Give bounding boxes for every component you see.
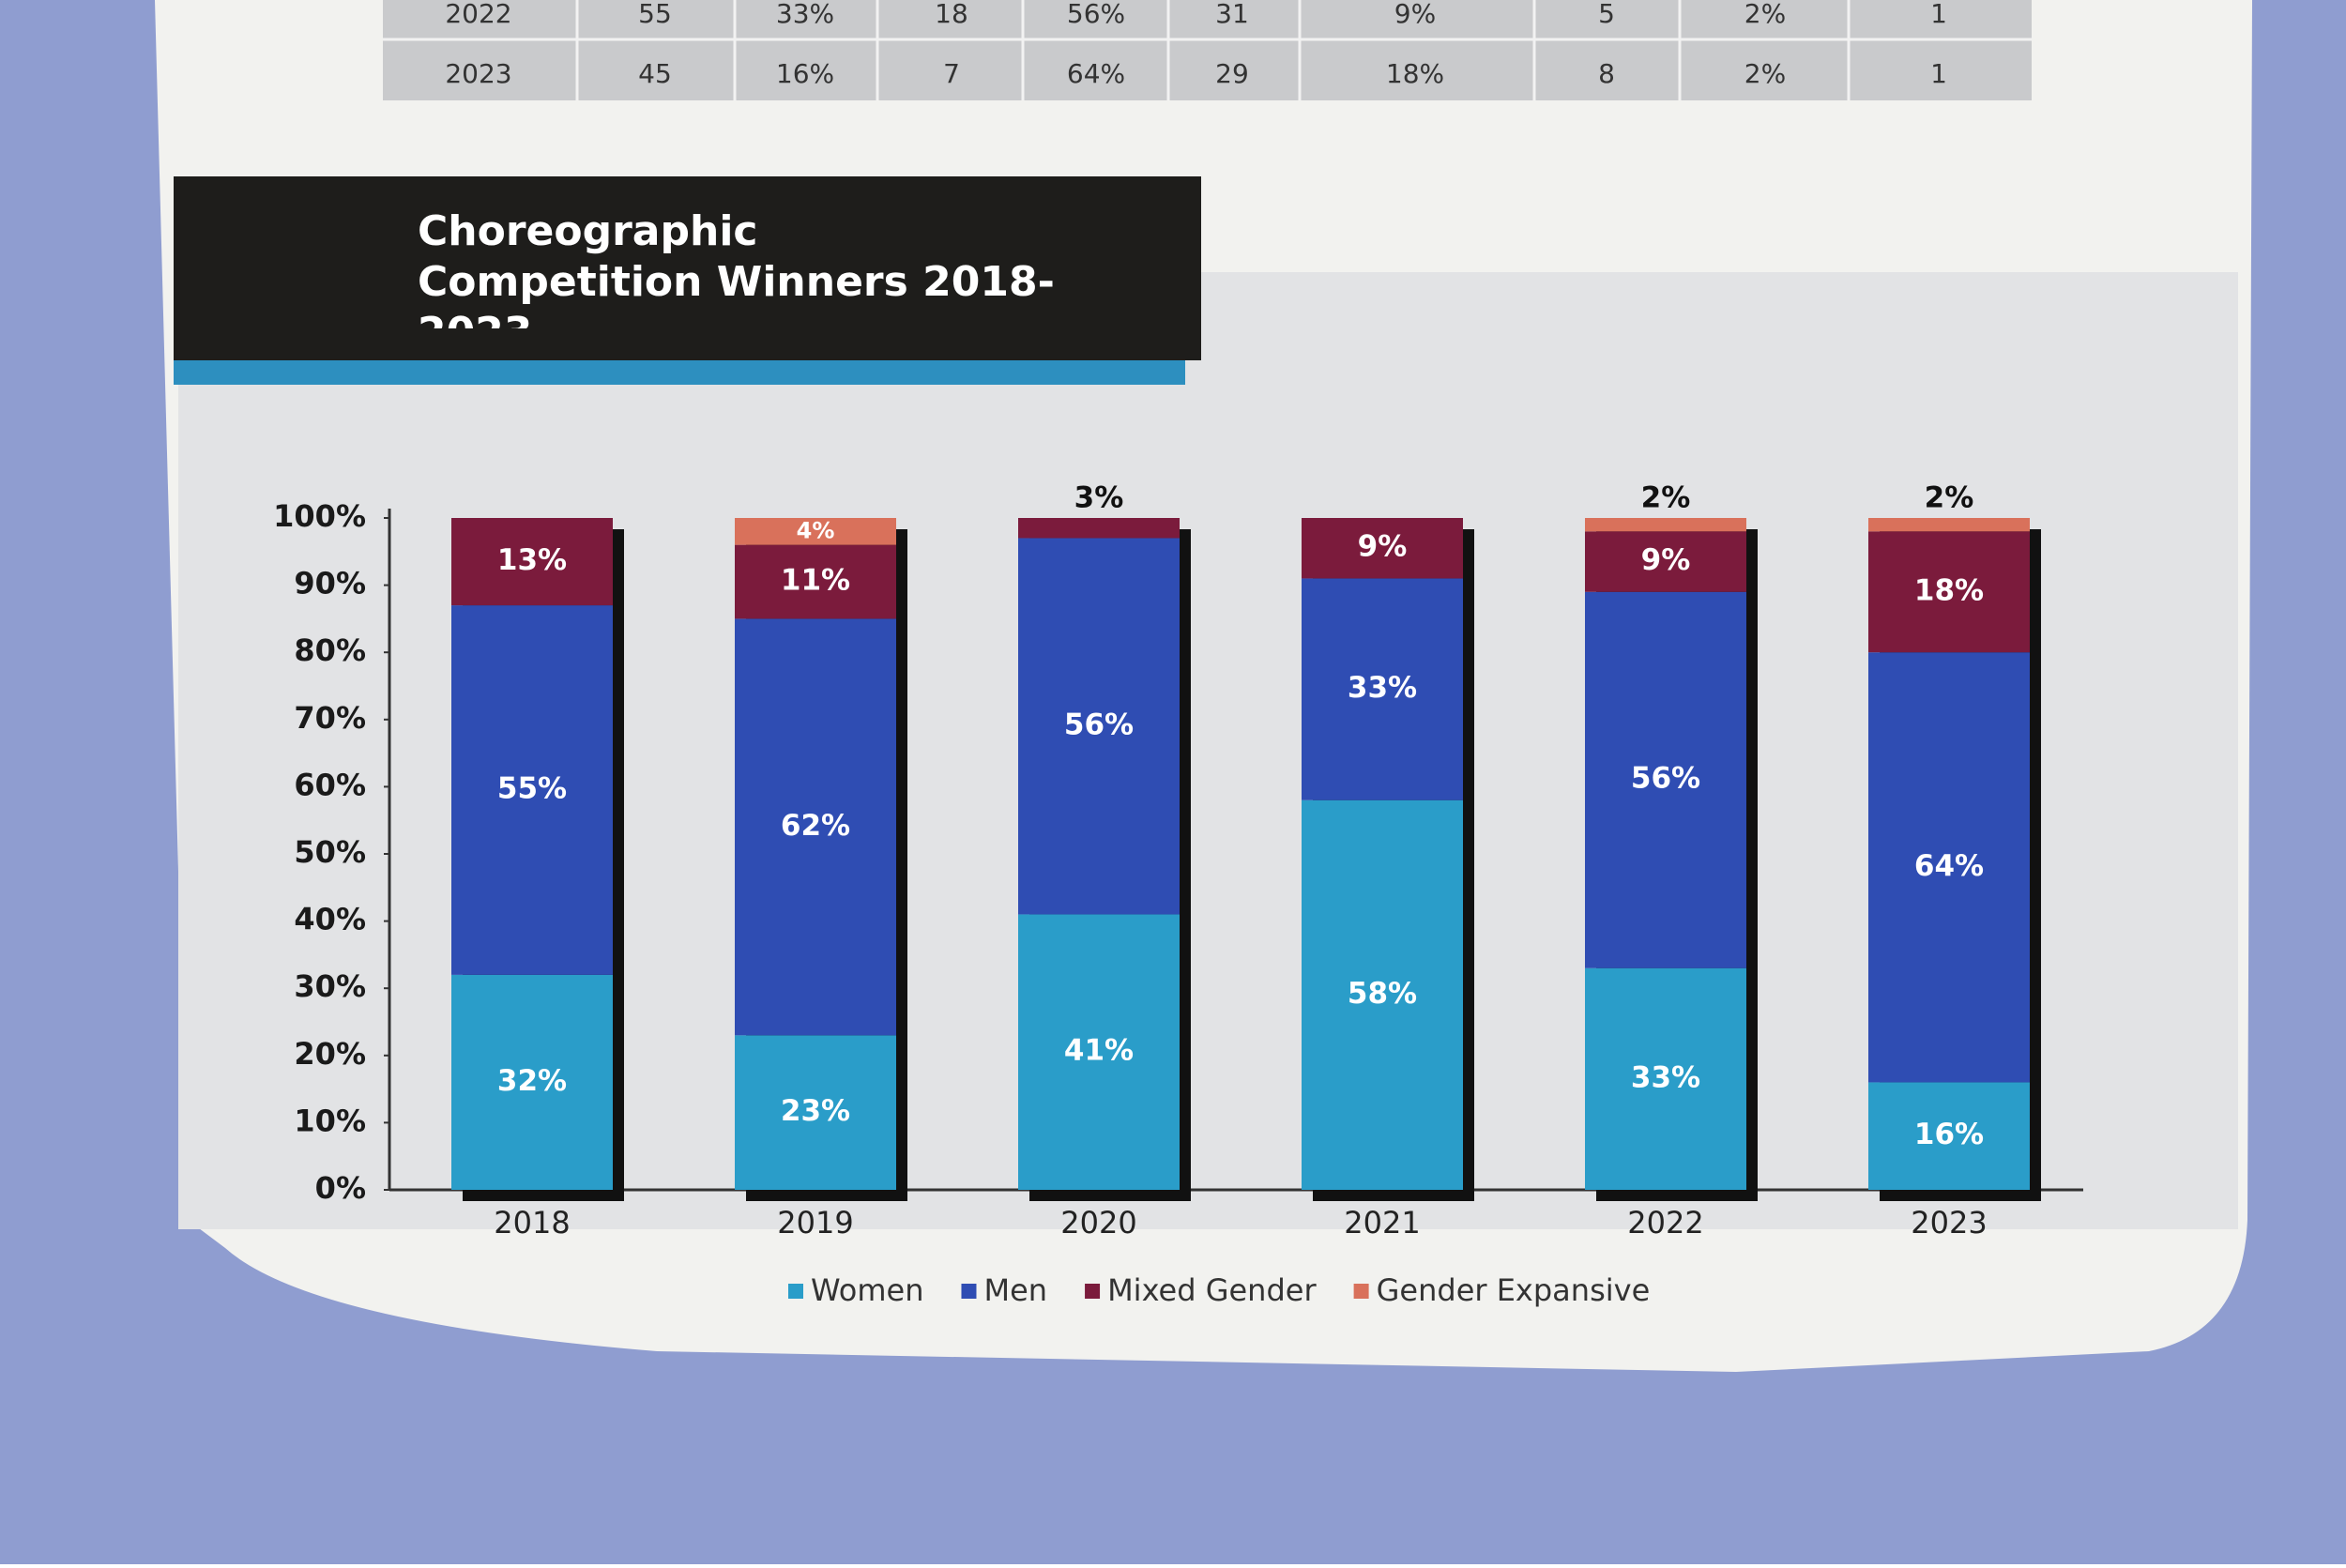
data-label: 55% (497, 771, 567, 805)
data-label: 2% (1641, 481, 1691, 515)
y-tick-label: 10% (294, 1103, 366, 1138)
table-cell: 2023 (445, 58, 511, 89)
y-tick-label: 20% (294, 1036, 366, 1072)
table-cell: 9% (1394, 0, 1436, 29)
bar-segment (1868, 518, 2030, 532)
y-tick-label: 70% (294, 700, 366, 736)
table-cell: 56% (1067, 0, 1125, 29)
legend-swatch (1085, 1284, 1101, 1299)
data-label: 3% (1074, 481, 1124, 515)
table-cell: 8 (1598, 58, 1615, 89)
legend-label: Men (983, 1272, 1047, 1308)
table-cell: 64% (1067, 58, 1125, 89)
table-cell: 55 (638, 0, 672, 29)
bar-segment (1585, 591, 1746, 968)
data-label: 64% (1914, 849, 1984, 883)
x-tick-label: 2020 (1060, 1205, 1136, 1241)
bar-segment (735, 518, 896, 545)
bar-segment (1302, 799, 1463, 1190)
legend-swatch (1353, 1284, 1369, 1299)
table-cell: 29 (1215, 58, 1249, 89)
data-label: 13% (497, 543, 567, 577)
title-box (174, 176, 1201, 360)
table-cell: 45 (638, 58, 672, 89)
table-cell: 1 (1930, 58, 1947, 89)
legend-swatch (961, 1284, 977, 1299)
bar-segment (1585, 531, 1746, 592)
data-label: 4% (797, 517, 835, 543)
bar-segment (451, 605, 613, 975)
table-cell: 33% (776, 0, 834, 29)
y-tick-label: 90% (294, 566, 366, 601)
data-label: 41% (1064, 1034, 1134, 1068)
y-tick-label: 50% (294, 834, 366, 870)
bar-segment (1585, 518, 1746, 532)
x-tick-label: 2018 (494, 1205, 570, 1241)
legend-label: Mixed Gender (1107, 1272, 1317, 1308)
table-cell: 18% (1386, 58, 1444, 89)
table-cell: 2% (1744, 0, 1786, 29)
x-tick-label: 2021 (1344, 1205, 1420, 1241)
table-cell: 2022 (445, 0, 511, 29)
data-label: 62% (781, 809, 850, 843)
bar-segment (735, 618, 896, 1036)
y-tick-label: 30% (294, 968, 366, 1004)
bar-segment (451, 518, 613, 606)
bar-segment (1868, 652, 2030, 1083)
data-label: 23% (781, 1094, 850, 1128)
legend-label: Women (811, 1272, 923, 1308)
data-label: 2% (1925, 481, 1974, 515)
bar-segment (1868, 1082, 2030, 1190)
bar-segment (1302, 578, 1463, 800)
table-cell: 16% (776, 58, 834, 89)
bar-segment (1868, 531, 2030, 653)
table-cell: 1 (1930, 0, 1947, 29)
y-tick-label: 80% (294, 632, 366, 668)
data-label: 9% (1641, 543, 1691, 577)
data-label: 16% (1914, 1118, 1984, 1151)
bar-segment (1018, 518, 1180, 539)
bar-segment (1018, 914, 1180, 1190)
y-tick-label: 40% (294, 902, 366, 937)
title-wrap: Choreographic Competition Winners 2018-2… (418, 207, 1055, 328)
bar-segment (451, 974, 613, 1190)
data-label: 58% (1348, 977, 1417, 1011)
table-cell: 7 (943, 58, 960, 89)
table-cell: 18 (935, 0, 968, 29)
data-label: 11% (781, 564, 850, 598)
data-label: 33% (1631, 1060, 1700, 1094)
x-tick-label: 2022 (1627, 1205, 1703, 1241)
legend-label: Gender Expansive (1377, 1272, 1651, 1308)
table-cell: 31 (1215, 0, 1249, 29)
bar-segment (735, 544, 896, 619)
table-cell: 5 (1598, 0, 1615, 29)
chart-title: Choreographic Competition Winners 2018-2… (418, 207, 1055, 328)
bar-segment (1585, 967, 1746, 1190)
data-label: 9% (1358, 530, 1408, 564)
data-label: 56% (1064, 708, 1134, 741)
table-cell: 2% (1744, 58, 1786, 89)
y-tick-label: 100% (273, 498, 366, 534)
x-tick-label: 2023 (1911, 1205, 1987, 1241)
legend-swatch (788, 1284, 803, 1299)
y-tick-label: 0% (315, 1170, 366, 1206)
data-label: 32% (497, 1064, 567, 1098)
bar-segment (1018, 538, 1180, 915)
x-tick-label: 2019 (777, 1205, 853, 1241)
data-label: 56% (1631, 762, 1700, 796)
bar-segment (1302, 518, 1463, 579)
data-label: 33% (1348, 671, 1417, 705)
table (383, 0, 2032, 100)
bar-segment (735, 1035, 896, 1190)
y-tick-label: 60% (294, 767, 366, 802)
data-label: 18% (1914, 573, 1984, 607)
